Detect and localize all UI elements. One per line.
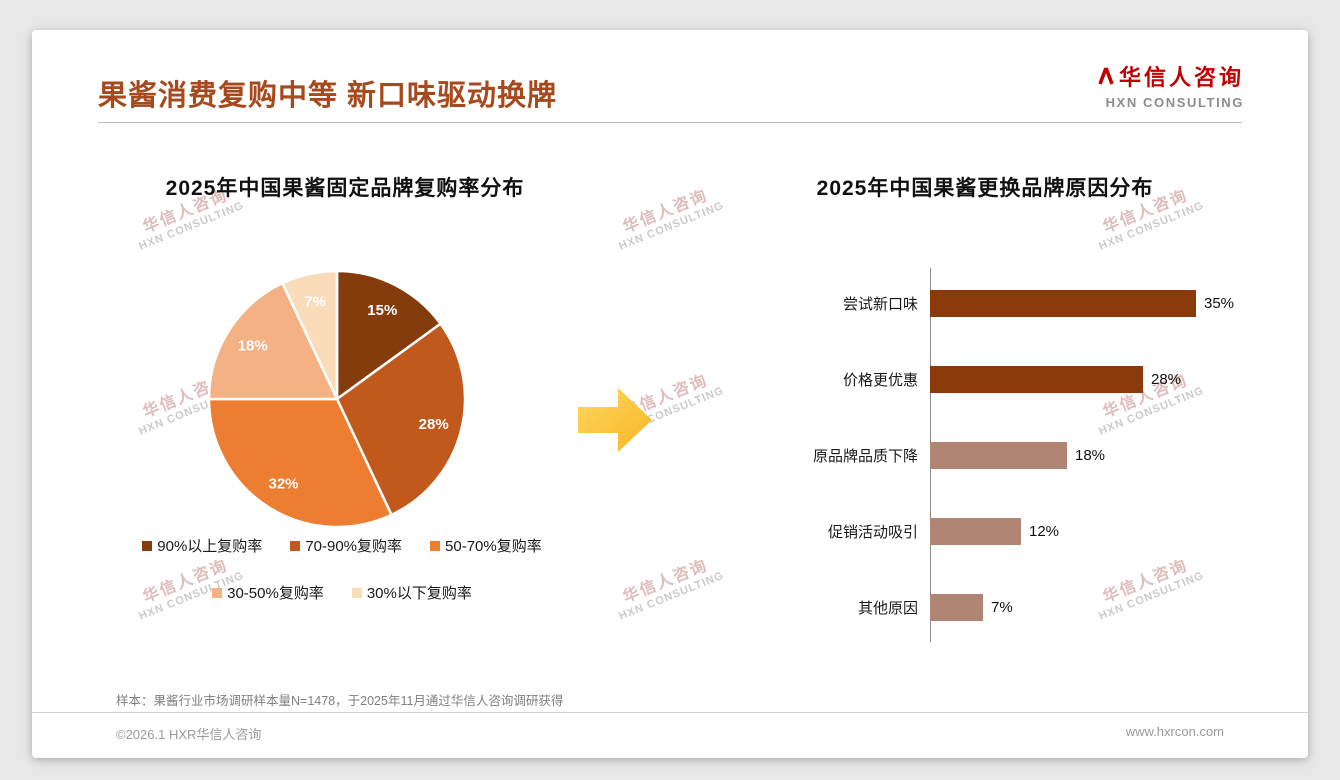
- bar-category-label: 尝试新口味: [842, 295, 918, 313]
- legend-label: 90%以上复购率: [157, 538, 263, 555]
- legend-label: 70-90%复购率: [305, 538, 403, 555]
- pie-data-label: 28%: [419, 416, 449, 433]
- pie-legend: 90%以上复购率 70-90%复购率 50-70%复购率 30-50%复购率 30%以下…: [92, 535, 592, 629]
- bar-fill: [930, 365, 1143, 393]
- legend-item: 70-90%复购率: [290, 535, 402, 556]
- bar-category-label: 促销活动吸引: [827, 523, 918, 541]
- logo-top-row: 华信人咨询: [1098, 60, 1244, 92]
- pie-chart: 15% 28% 32% 18% 7%: [207, 269, 467, 529]
- pie-slice-2: [207, 397, 394, 529]
- legend-label: 50-70%复购率: [445, 538, 542, 555]
- slide-content: 果酱消费复购中等 新口味驱动换牌 华信人咨询 HXN CONSULTING 20…: [32, 30, 1308, 758]
- page-title: 果酱消费复购中等 新口味驱动换牌: [98, 80, 558, 112]
- bar-chart-title: 2025年中国果酱更换品牌原因分布: [816, 177, 1154, 200]
- legend-item: 90%以上复购率: [142, 535, 262, 556]
- bar-category-label: 价格更优惠: [842, 371, 918, 389]
- pie-data-label: 32%: [268, 475, 298, 492]
- bar-fill: [930, 289, 1196, 317]
- bar-value-label: 12%: [1029, 522, 1060, 540]
- bar-chart: 尝试新口味 35% 价格更优惠 28% 原品牌品质下降 18% 促销活动吸引 12% 其他原因 7…: [760, 265, 1270, 645]
- pie-slice-4: [280, 269, 339, 400]
- bar-value-label: 7%: [991, 598, 1013, 616]
- company-logo: 华信人咨询 HXN CONSULTING: [1098, 60, 1244, 110]
- legend-item: 50-70%复购率: [430, 535, 542, 556]
- pie-slice-3: [207, 281, 339, 401]
- pie-data-label: 18%: [238, 338, 268, 355]
- legend-swatch-icon: [142, 540, 153, 551]
- pie-data-label: 15%: [367, 302, 397, 319]
- bar-row: 原品牌品质下降 18%: [760, 417, 1270, 493]
- bar-value-label: 18%: [1075, 446, 1106, 464]
- legend-label: 30%以下复购率: [366, 585, 472, 602]
- bar-row: 促销活动吸引 12%: [760, 493, 1270, 569]
- pie-legend-row: 30-50%复购率 30%以下复购率: [92, 582, 592, 603]
- title-divider: [98, 122, 1242, 123]
- bar-fill: [930, 517, 1021, 545]
- legend-item: 30-50%复购率: [212, 582, 324, 603]
- legend-label: 30-50%复购率: [227, 585, 324, 602]
- bar-row: 其他原因 7%: [760, 569, 1270, 645]
- legend-item: 30%以下复购率: [351, 582, 472, 603]
- logo-mark-icon: [1098, 67, 1114, 85]
- legend-swatch-icon: [290, 540, 301, 551]
- bar-category-label: 其他原因: [857, 599, 918, 617]
- pie-data-label: 7%: [304, 294, 326, 311]
- bar-category-label: 原品牌品质下降: [812, 447, 918, 465]
- footer-website: www.hxrcon.com: [1125, 724, 1224, 739]
- bar-row: 尝试新口味 35%: [760, 265, 1270, 341]
- pie-chart-title: 2025年中国果酱固定品牌复购率分布: [165, 177, 525, 200]
- pie-slice-0: [335, 269, 443, 402]
- transition-arrow-icon: [578, 382, 652, 463]
- bar-value-label: 28%: [1151, 370, 1182, 388]
- pie-slice-1: [335, 322, 467, 517]
- bar-fill: [930, 593, 983, 621]
- bar-row: 价格更优惠 28%: [760, 341, 1270, 417]
- footer-divider: [32, 712, 1308, 713]
- legend-swatch-icon: [212, 587, 223, 598]
- legend-swatch-icon: [430, 540, 441, 551]
- sample-note: 样本：果酱行业市场调研样本量N=1478，于2025年11月通过华信人咨询调研获…: [116, 694, 564, 708]
- logo-english-name: HXN CONSULTING: [1105, 95, 1244, 110]
- logo-chinese-name: 华信人咨询: [1118, 65, 1244, 90]
- footer-copyright: ©2026.1 HXR华信人咨询: [116, 727, 262, 742]
- slide-card: 华信人咨询 HXN CONSULTING 华信人咨询 HXN CONSULTING 华信…: [32, 30, 1308, 758]
- legend-swatch-icon: [351, 587, 362, 598]
- bar-fill: [930, 441, 1067, 469]
- pie-legend-row: 90%以上复购率 70-90%复购率 50-70%复购率: [92, 535, 592, 556]
- bar-value-label: 35%: [1204, 294, 1235, 312]
